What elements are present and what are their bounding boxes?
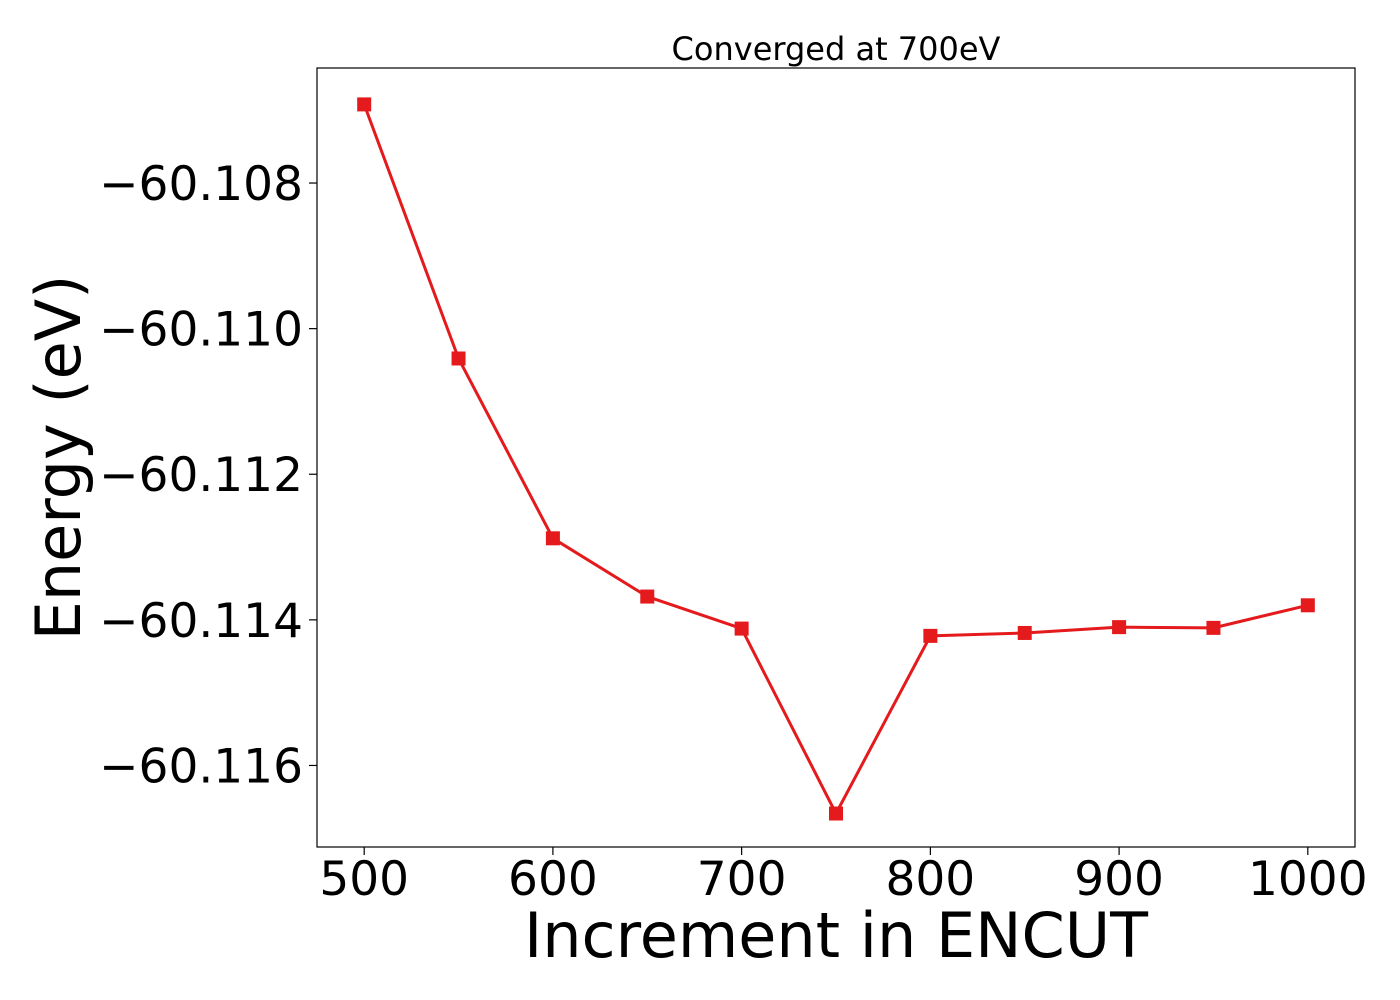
y-tick-label: −60.114	[99, 594, 303, 649]
x-axis-label: Increment in ENCUT	[524, 899, 1149, 972]
x-tick-label: 800	[886, 852, 976, 907]
y-tick-label: −60.116	[99, 739, 303, 794]
data-point-marker	[829, 806, 843, 821]
data-point-marker	[640, 589, 655, 604]
data-point-marker	[451, 351, 466, 366]
y-tick-label: −60.112	[99, 448, 303, 503]
x-tick-label: 500	[319, 852, 409, 907]
x-tick-label: 600	[508, 852, 598, 907]
x-tick-label: 900	[1074, 852, 1164, 907]
plot-frame	[316, 67, 1356, 848]
data-point-marker	[1206, 620, 1221, 635]
series-layer	[357, 97, 1315, 821]
chart-title: Converged at 700eV	[672, 30, 1001, 68]
y-tick-label: −60.110	[99, 303, 303, 358]
x-axis-ticks: 500 600 700 800 900 1000	[319, 847, 1368, 907]
series-line	[362, 103, 1309, 816]
data-point-marker	[545, 531, 560, 546]
data-point-marker	[1112, 620, 1127, 635]
data-point-marker	[734, 621, 749, 636]
x-tick-label: 700	[697, 852, 787, 907]
data-point-marker	[1017, 625, 1032, 640]
x-tick-label: 1000	[1248, 852, 1368, 907]
data-point-marker	[1300, 598, 1315, 613]
data-point-marker	[923, 628, 938, 643]
data-point-marker	[357, 97, 372, 112]
y-axis-ticks: −60.108 −60.110 −60.112 −60.114 −60.116	[99, 157, 317, 794]
y-tick-label: −60.108	[99, 157, 303, 212]
y-axis-label: Energy (eV)	[22, 275, 95, 641]
